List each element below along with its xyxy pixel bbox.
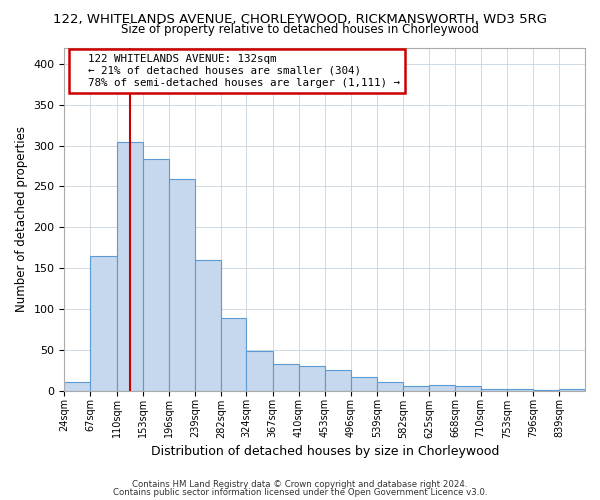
Bar bbox=[91, 256, 116, 390]
Bar bbox=[64, 382, 91, 390]
Bar bbox=[377, 382, 403, 390]
Bar bbox=[325, 370, 351, 390]
Text: Contains HM Land Registry data © Crown copyright and database right 2024.: Contains HM Land Registry data © Crown c… bbox=[132, 480, 468, 489]
Bar bbox=[272, 364, 299, 390]
Bar bbox=[143, 160, 169, 390]
Y-axis label: Number of detached properties: Number of detached properties bbox=[15, 126, 28, 312]
Bar bbox=[221, 318, 247, 390]
Text: Size of property relative to detached houses in Chorleywood: Size of property relative to detached ho… bbox=[121, 22, 479, 36]
Text: Contains public sector information licensed under the Open Government Licence v3: Contains public sector information licen… bbox=[113, 488, 487, 497]
Text: 122, WHITELANDS AVENUE, CHORLEYWOOD, RICKMANSWORTH, WD3 5RG: 122, WHITELANDS AVENUE, CHORLEYWOOD, RIC… bbox=[53, 12, 547, 26]
Bar bbox=[559, 389, 585, 390]
Bar bbox=[507, 389, 533, 390]
Bar bbox=[455, 386, 481, 390]
Bar bbox=[429, 385, 455, 390]
X-axis label: Distribution of detached houses by size in Chorleywood: Distribution of detached houses by size … bbox=[151, 444, 499, 458]
Bar bbox=[195, 260, 221, 390]
Bar bbox=[481, 389, 507, 390]
Bar bbox=[116, 142, 143, 390]
Bar bbox=[169, 179, 195, 390]
Text: 122 WHITELANDS AVENUE: 132sqm
  ← 21% of detached houses are smaller (304)
  78%: 122 WHITELANDS AVENUE: 132sqm ← 21% of d… bbox=[75, 54, 400, 88]
Bar bbox=[351, 376, 377, 390]
Bar bbox=[299, 366, 325, 390]
Bar bbox=[403, 386, 429, 390]
Bar bbox=[247, 350, 272, 391]
